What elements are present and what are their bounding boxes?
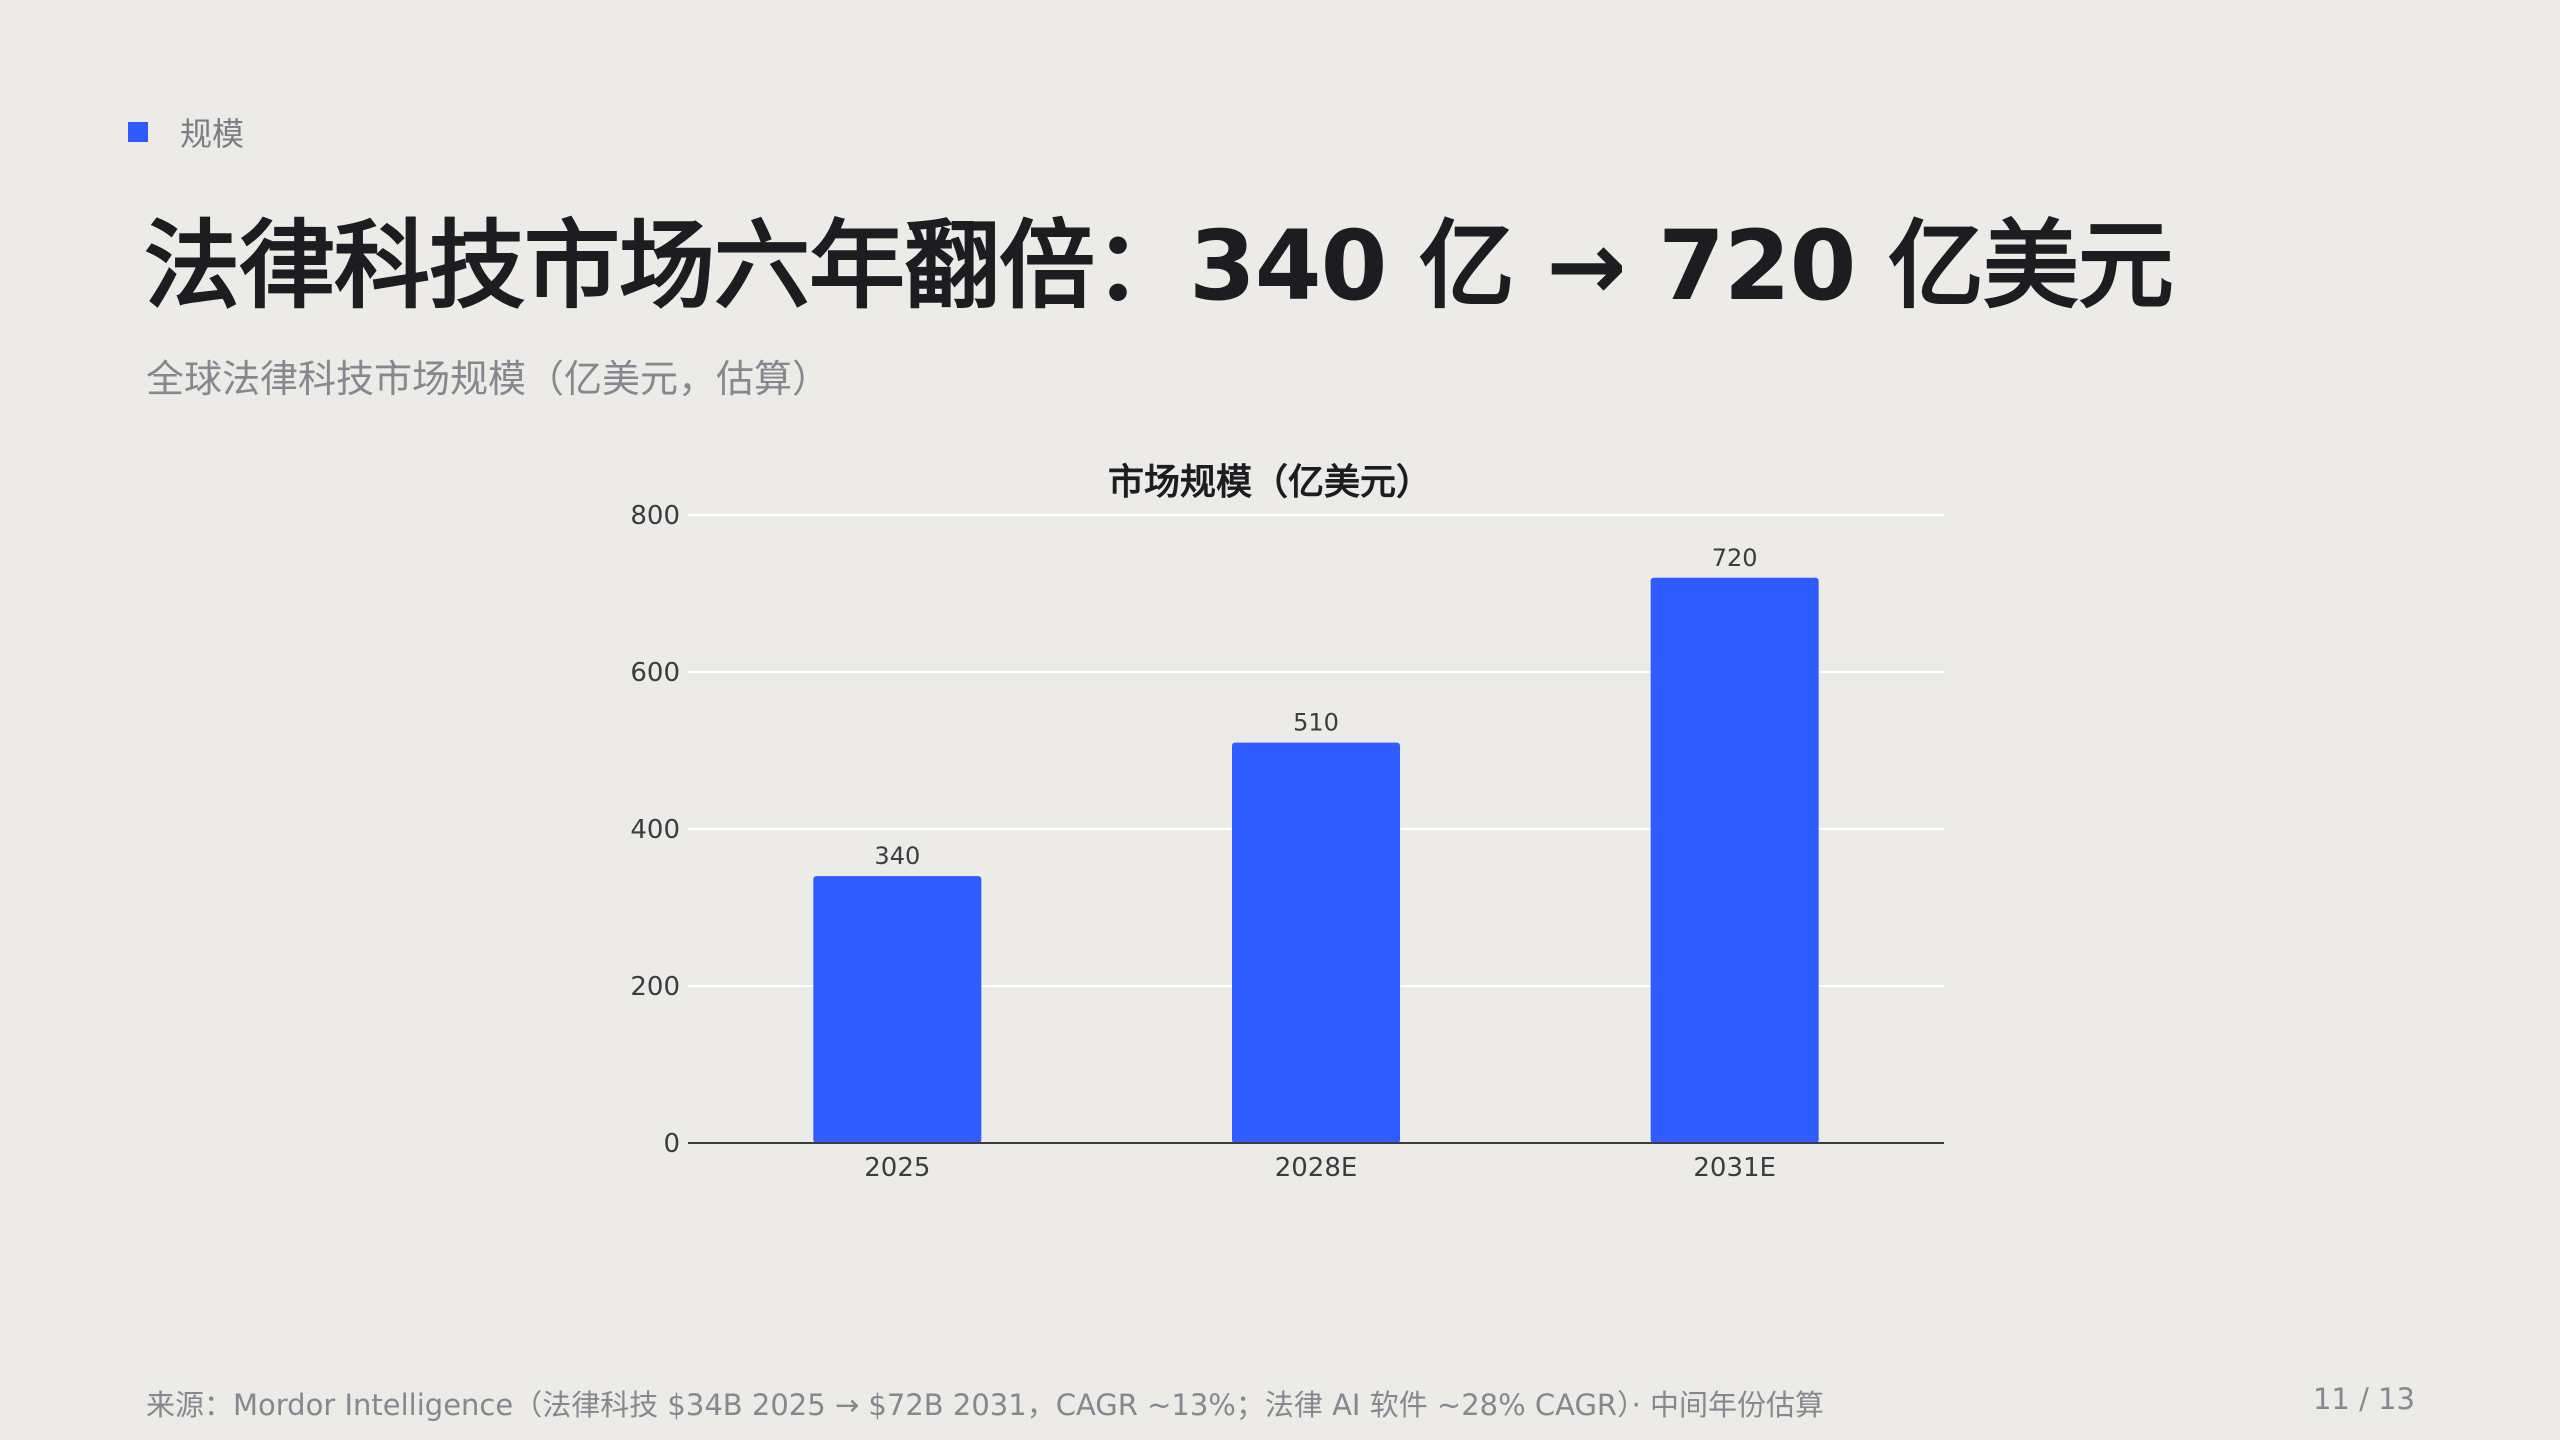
data-label: 340	[874, 842, 920, 870]
data-label: 720	[1712, 544, 1758, 572]
x-tick-label: 2025	[864, 1153, 930, 1183]
bars	[813, 577, 1819, 1143]
bar-2031e	[1650, 577, 1819, 1143]
chart-title: 市场规模（亿美元）	[1108, 462, 1432, 503]
footer-source: 来源：Mordor Intelligence（法律科技 $34B 2025 → …	[146, 1388, 1825, 1422]
x-axis-ticks: 2025 2028E 2031E	[864, 1153, 1776, 1183]
bar-2028e	[1232, 742, 1400, 1143]
x-tick-label: 2031E	[1693, 1153, 1776, 1183]
y-tick-label: 800	[630, 501, 680, 531]
page-title: 法律科技市场六年翻倍：340 亿 → 720 亿美元	[144, 210, 2174, 322]
section-marker-icon	[128, 122, 148, 142]
bar-2025	[813, 876, 982, 1143]
data-label: 510	[1293, 709, 1339, 737]
page-subtitle: 全球法律科技市场规模（亿美元，估算）	[146, 357, 831, 401]
x-tick-label: 2028E	[1275, 1153, 1358, 1183]
page-number: 11 / 13	[2312, 1382, 2415, 1416]
y-tick-label: 400	[630, 815, 680, 845]
y-tick-label: 200	[630, 972, 680, 1002]
section-tag: 规模	[128, 112, 245, 153]
y-tick-label: 0	[663, 1129, 680, 1159]
y-tick-label: 600	[630, 658, 680, 688]
section-label: 规模	[180, 115, 245, 153]
data-labels: 340 510 720	[874, 544, 1757, 870]
y-axis-ticks: 0 200 400 600 800	[630, 501, 680, 1159]
